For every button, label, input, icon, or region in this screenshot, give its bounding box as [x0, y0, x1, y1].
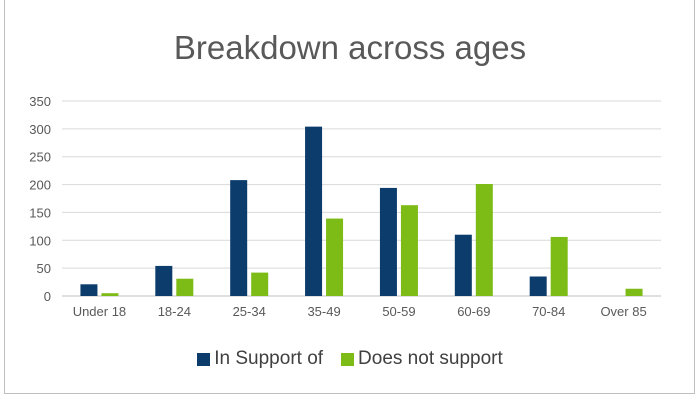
- legend-swatch-support: [197, 352, 211, 366]
- bar-support: [529, 276, 547, 296]
- legend: In Support of Does not support: [0, 348, 700, 370]
- bar-not-support: [251, 272, 269, 296]
- bar-support: [80, 284, 98, 296]
- x-tick-label: 35-49: [307, 304, 340, 319]
- bar-not-support: [400, 205, 418, 296]
- bar-support: [305, 126, 323, 296]
- x-tick-label: 70-84: [532, 304, 565, 319]
- y-tick-label: 250: [29, 150, 51, 165]
- x-tick-label: Over 85: [600, 304, 646, 319]
- bar-not-support: [550, 236, 568, 296]
- bar-not-support: [176, 278, 194, 296]
- y-tick-label: 100: [29, 233, 51, 248]
- legend-item-not-support: Does not support: [341, 348, 503, 370]
- bar-support: [454, 234, 472, 296]
- bar-not-support: [101, 293, 119, 296]
- y-tick-label: 350: [29, 94, 51, 109]
- y-tick-label: 200: [29, 178, 51, 193]
- bar-support: [379, 187, 397, 296]
- y-tick-label: 0: [44, 289, 51, 304]
- legend-item-support: In Support of: [197, 348, 323, 370]
- y-tick-label: 50: [37, 261, 51, 276]
- legend-label-support: In Support of: [214, 348, 324, 369]
- y-tick-label: 300: [29, 122, 51, 137]
- y-tick-label: 150: [29, 205, 51, 220]
- chart-frame: [4, 0, 695, 394]
- bar-support: [230, 180, 248, 296]
- x-tick-label: 50-59: [382, 304, 415, 319]
- legend-label-not-support: Does not support: [358, 348, 503, 369]
- bar-not-support: [625, 288, 643, 296]
- x-tick-label: 25-34: [233, 304, 266, 319]
- legend-swatch-not-support: [341, 352, 355, 366]
- x-tick-label: 60-69: [457, 304, 490, 319]
- chart-title: Breakdown across ages: [173, 29, 527, 66]
- x-tick-label: 18-24: [158, 304, 191, 319]
- bar-not-support: [326, 218, 344, 296]
- bar-support: [155, 265, 173, 296]
- x-tick-label: Under 18: [73, 304, 126, 319]
- bar-not-support: [475, 184, 493, 296]
